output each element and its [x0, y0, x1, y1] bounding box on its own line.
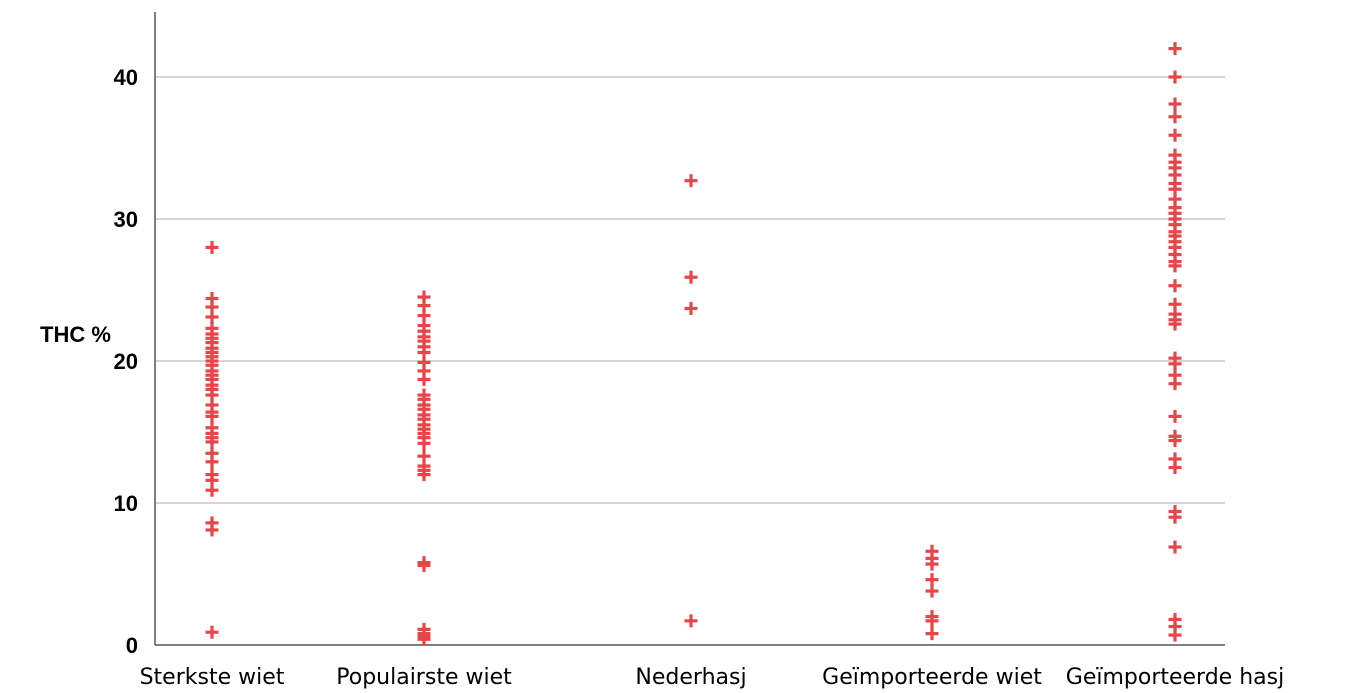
category-label: Geïmporteerde hasj	[1066, 665, 1284, 690]
data-point	[205, 455, 219, 469]
data-point	[925, 573, 939, 587]
data-point	[417, 632, 431, 646]
y-axis-title: THC %	[40, 322, 111, 347]
data-point	[925, 584, 939, 598]
data-point	[417, 436, 431, 450]
category-label: Populairste wiet	[336, 665, 512, 690]
y-tick-label: 40	[114, 65, 138, 90]
data-point	[1168, 279, 1182, 293]
data-point	[925, 627, 939, 641]
data-point	[1168, 110, 1182, 124]
data-point	[1168, 409, 1182, 423]
data-point	[1168, 357, 1182, 371]
data-point	[205, 409, 219, 423]
data-point	[684, 174, 698, 188]
data-markers	[205, 42, 1182, 646]
data-point	[417, 558, 431, 572]
data-point	[417, 468, 431, 482]
gridlines	[155, 76, 1225, 504]
data-point	[1168, 377, 1182, 391]
data-point	[684, 270, 698, 284]
data-point	[1168, 461, 1182, 474]
axes	[154, 12, 1225, 646]
data-point	[417, 372, 431, 386]
category-label: Nederhasj	[635, 665, 746, 690]
y-tick-label: 30	[114, 207, 138, 232]
data-point	[1168, 628, 1182, 642]
data-point	[205, 240, 219, 254]
data-point	[1168, 317, 1182, 331]
data-point	[205, 483, 219, 497]
data-point	[684, 301, 698, 315]
category-labels: Sterkste wiet Populairste wiet Nederhasj Ge…	[140, 665, 1285, 690]
data-point	[1168, 42, 1182, 56]
data-point	[1168, 259, 1182, 273]
data-point	[925, 614, 939, 628]
data-point	[1168, 128, 1182, 142]
data-point	[205, 435, 219, 449]
data-point	[205, 310, 219, 324]
data-point	[925, 557, 939, 571]
data-point	[205, 523, 219, 537]
y-tick-label: 10	[114, 491, 138, 516]
y-tick-label: 20	[114, 349, 138, 374]
category-label: Sterkste wiet	[140, 665, 285, 690]
y-tick-labels: 0 10 20 30 40	[114, 65, 138, 658]
category-label: Geïmporteerde wiet	[822, 665, 1042, 690]
data-point	[1168, 434, 1182, 448]
data-point	[1168, 540, 1182, 554]
data-point	[205, 625, 219, 639]
data-point	[1168, 97, 1182, 111]
data-point	[1168, 70, 1182, 84]
y-tick-label: 0	[126, 633, 138, 658]
data-point	[1168, 510, 1182, 524]
data-point	[684, 614, 698, 628]
